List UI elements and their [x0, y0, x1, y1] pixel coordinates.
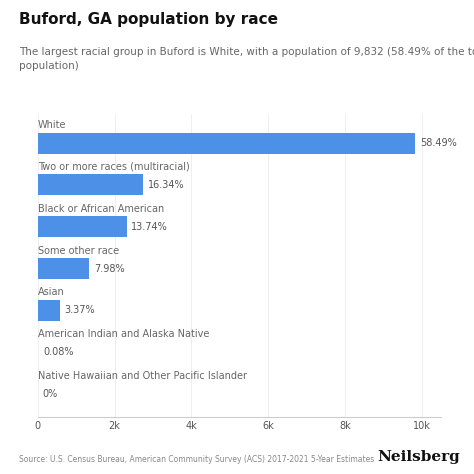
- Text: Black or African American: Black or African American: [38, 204, 164, 214]
- Text: Some other race: Some other race: [38, 246, 119, 255]
- Text: 13.74%: 13.74%: [131, 222, 168, 232]
- Text: White: White: [38, 120, 66, 130]
- Text: Neilsberg: Neilsberg: [377, 449, 460, 464]
- Text: American Indian and Alaska Native: American Indian and Alaska Native: [38, 329, 210, 339]
- Text: Native Hawaiian and Other Pacific Islander: Native Hawaiian and Other Pacific Island…: [38, 371, 247, 381]
- Text: 58.49%: 58.49%: [420, 138, 456, 148]
- Text: Two or more races (multiracial): Two or more races (multiracial): [38, 162, 190, 172]
- Text: Buford, GA population by race: Buford, GA population by race: [19, 12, 278, 27]
- Bar: [38, 133, 415, 154]
- Bar: [38, 216, 127, 237]
- Text: 3.37%: 3.37%: [64, 305, 95, 315]
- Bar: [38, 300, 60, 321]
- Text: 0.08%: 0.08%: [43, 347, 73, 357]
- Text: The largest racial group in Buford is White, with a population of 9,832 (58.49% : The largest racial group in Buford is Wh…: [19, 47, 474, 71]
- Text: 16.34%: 16.34%: [148, 180, 184, 190]
- Text: Source: U.S. Census Bureau, American Community Survey (ACS) 2017-2021 5-Year Est: Source: U.S. Census Bureau, American Com…: [19, 455, 374, 464]
- Text: Asian: Asian: [38, 287, 64, 298]
- Text: 0%: 0%: [43, 389, 58, 399]
- Bar: [38, 174, 143, 195]
- Text: 7.98%: 7.98%: [94, 264, 125, 273]
- Bar: [38, 258, 90, 279]
